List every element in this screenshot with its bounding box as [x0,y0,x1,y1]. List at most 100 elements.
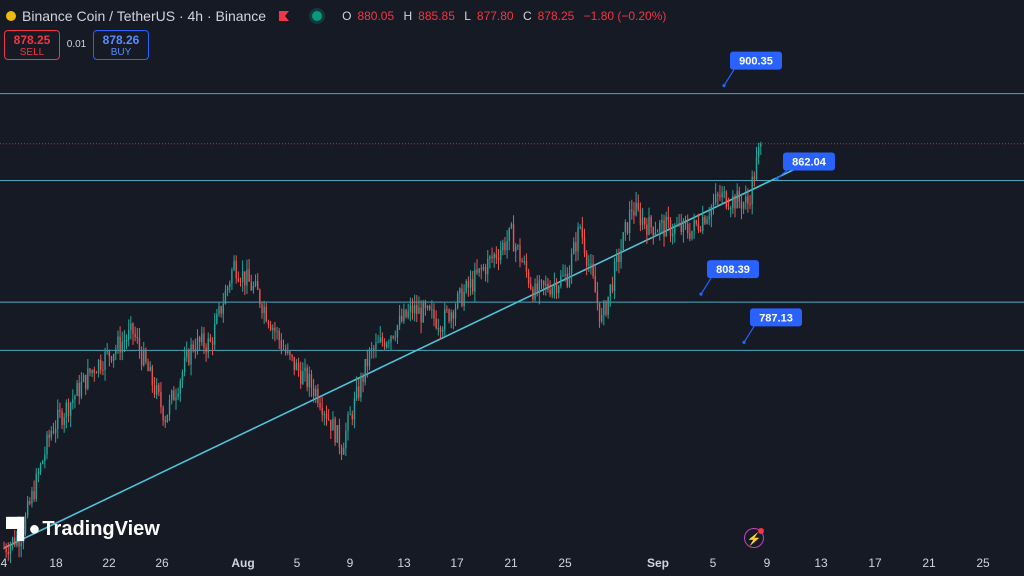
symbol-title[interactable]: Binance Coin / TetherUS · 4h · Binance [22,8,267,24]
candle-body [401,315,403,322]
x-tick-label: 21 [504,556,518,570]
candle-body [37,472,40,474]
candle-body [162,407,164,421]
candle-body [24,515,27,534]
candle-body [646,224,648,235]
candle-body [155,384,158,395]
candle-body [164,420,166,423]
candle-body [85,374,87,389]
candle-body [504,242,506,251]
open-value: 880.05 [357,9,395,23]
candle-body [353,398,356,420]
candle-body [145,349,147,363]
candle-body [67,402,70,416]
candle-body [370,348,373,350]
candle-body [542,280,545,286]
candle-body [480,268,482,270]
candle-body [87,368,89,389]
candle-body [248,269,250,282]
candle-body [192,344,194,349]
candle-body [136,336,138,339]
candle-body [549,290,551,295]
candle-body [420,307,422,323]
candle-body [229,283,231,287]
candle-body [179,380,181,394]
sell-button[interactable]: 878.25 SELL [4,30,60,60]
candle-body [598,303,601,322]
candle-body [254,281,257,286]
candle-body [611,284,614,291]
callout-pointer [743,326,755,343]
candle-body [203,333,205,348]
candle-body [358,386,360,398]
candle-body [659,223,661,232]
candle-body [581,226,584,238]
candle-body [656,231,659,233]
candle-body [461,288,463,307]
candle-body [521,261,523,263]
candle-body [132,323,134,334]
candle-body [624,222,627,233]
candle-body [364,358,366,382]
candle-body [652,226,654,236]
trendline [3,166,800,549]
callout-anchor [722,83,726,88]
candle-body [465,281,467,292]
candle-body [648,216,650,235]
candle-body [444,309,446,330]
candle-body [134,333,136,337]
candle-body [515,246,517,252]
buy-label: BUY [110,47,132,58]
candle-body [725,191,728,208]
candle-body [702,216,704,231]
candle-body [317,389,319,404]
tradingview-logo-text: TradingView [42,518,160,540]
candle-body [680,222,682,232]
callout-anchor [742,340,746,344]
callout-box [730,51,782,70]
buy-button[interactable]: 878.26 BUY [93,30,149,60]
candle-body [186,350,188,358]
candle-body [319,403,321,408]
candle-body [639,209,642,225]
candle-body [411,305,414,314]
candle-body [325,413,328,419]
tradingview-logo[interactable]: ▀▌● TradingView [6,518,160,541]
x-tick-label: 18 [49,556,63,570]
candle-body [218,306,220,314]
candle-body [39,463,42,473]
x-tick-label: 13 [814,556,828,570]
x-tick-label: 17 [868,556,882,570]
lightning-icon[interactable]: ⚡ [744,528,764,548]
candle-body [532,288,534,300]
candle-body [719,195,721,198]
callout-label: 900.35 [739,56,773,68]
candle-body [381,337,384,343]
candle-body [695,220,697,224]
candle-body [16,536,18,546]
candle-body [650,216,652,227]
candle-body [284,349,287,354]
candle-body [233,260,235,271]
candle-body [699,229,702,231]
candle-body [523,261,525,263]
candle-body [274,327,276,332]
candle-body [721,192,723,198]
candle-body [112,353,115,361]
candle-body [246,269,248,286]
ohlc-values: O 880.05 H 885.85 L 877.80 C 878.25 −1.80 (−… [342,9,667,23]
candle-body [469,279,472,288]
candle-body [50,431,52,438]
change-value: −1.80 (−0.20%) [583,9,667,23]
flag-icon[interactable] [278,10,290,22]
x-tick-label: 17 [450,556,464,570]
candle-body [644,218,646,225]
candle-body [289,351,291,355]
candle-body [216,313,218,324]
candle-body [512,224,515,252]
candle-body [482,267,485,270]
candle-body [241,271,244,282]
callout-box [783,152,835,171]
candle-body [620,249,622,263]
